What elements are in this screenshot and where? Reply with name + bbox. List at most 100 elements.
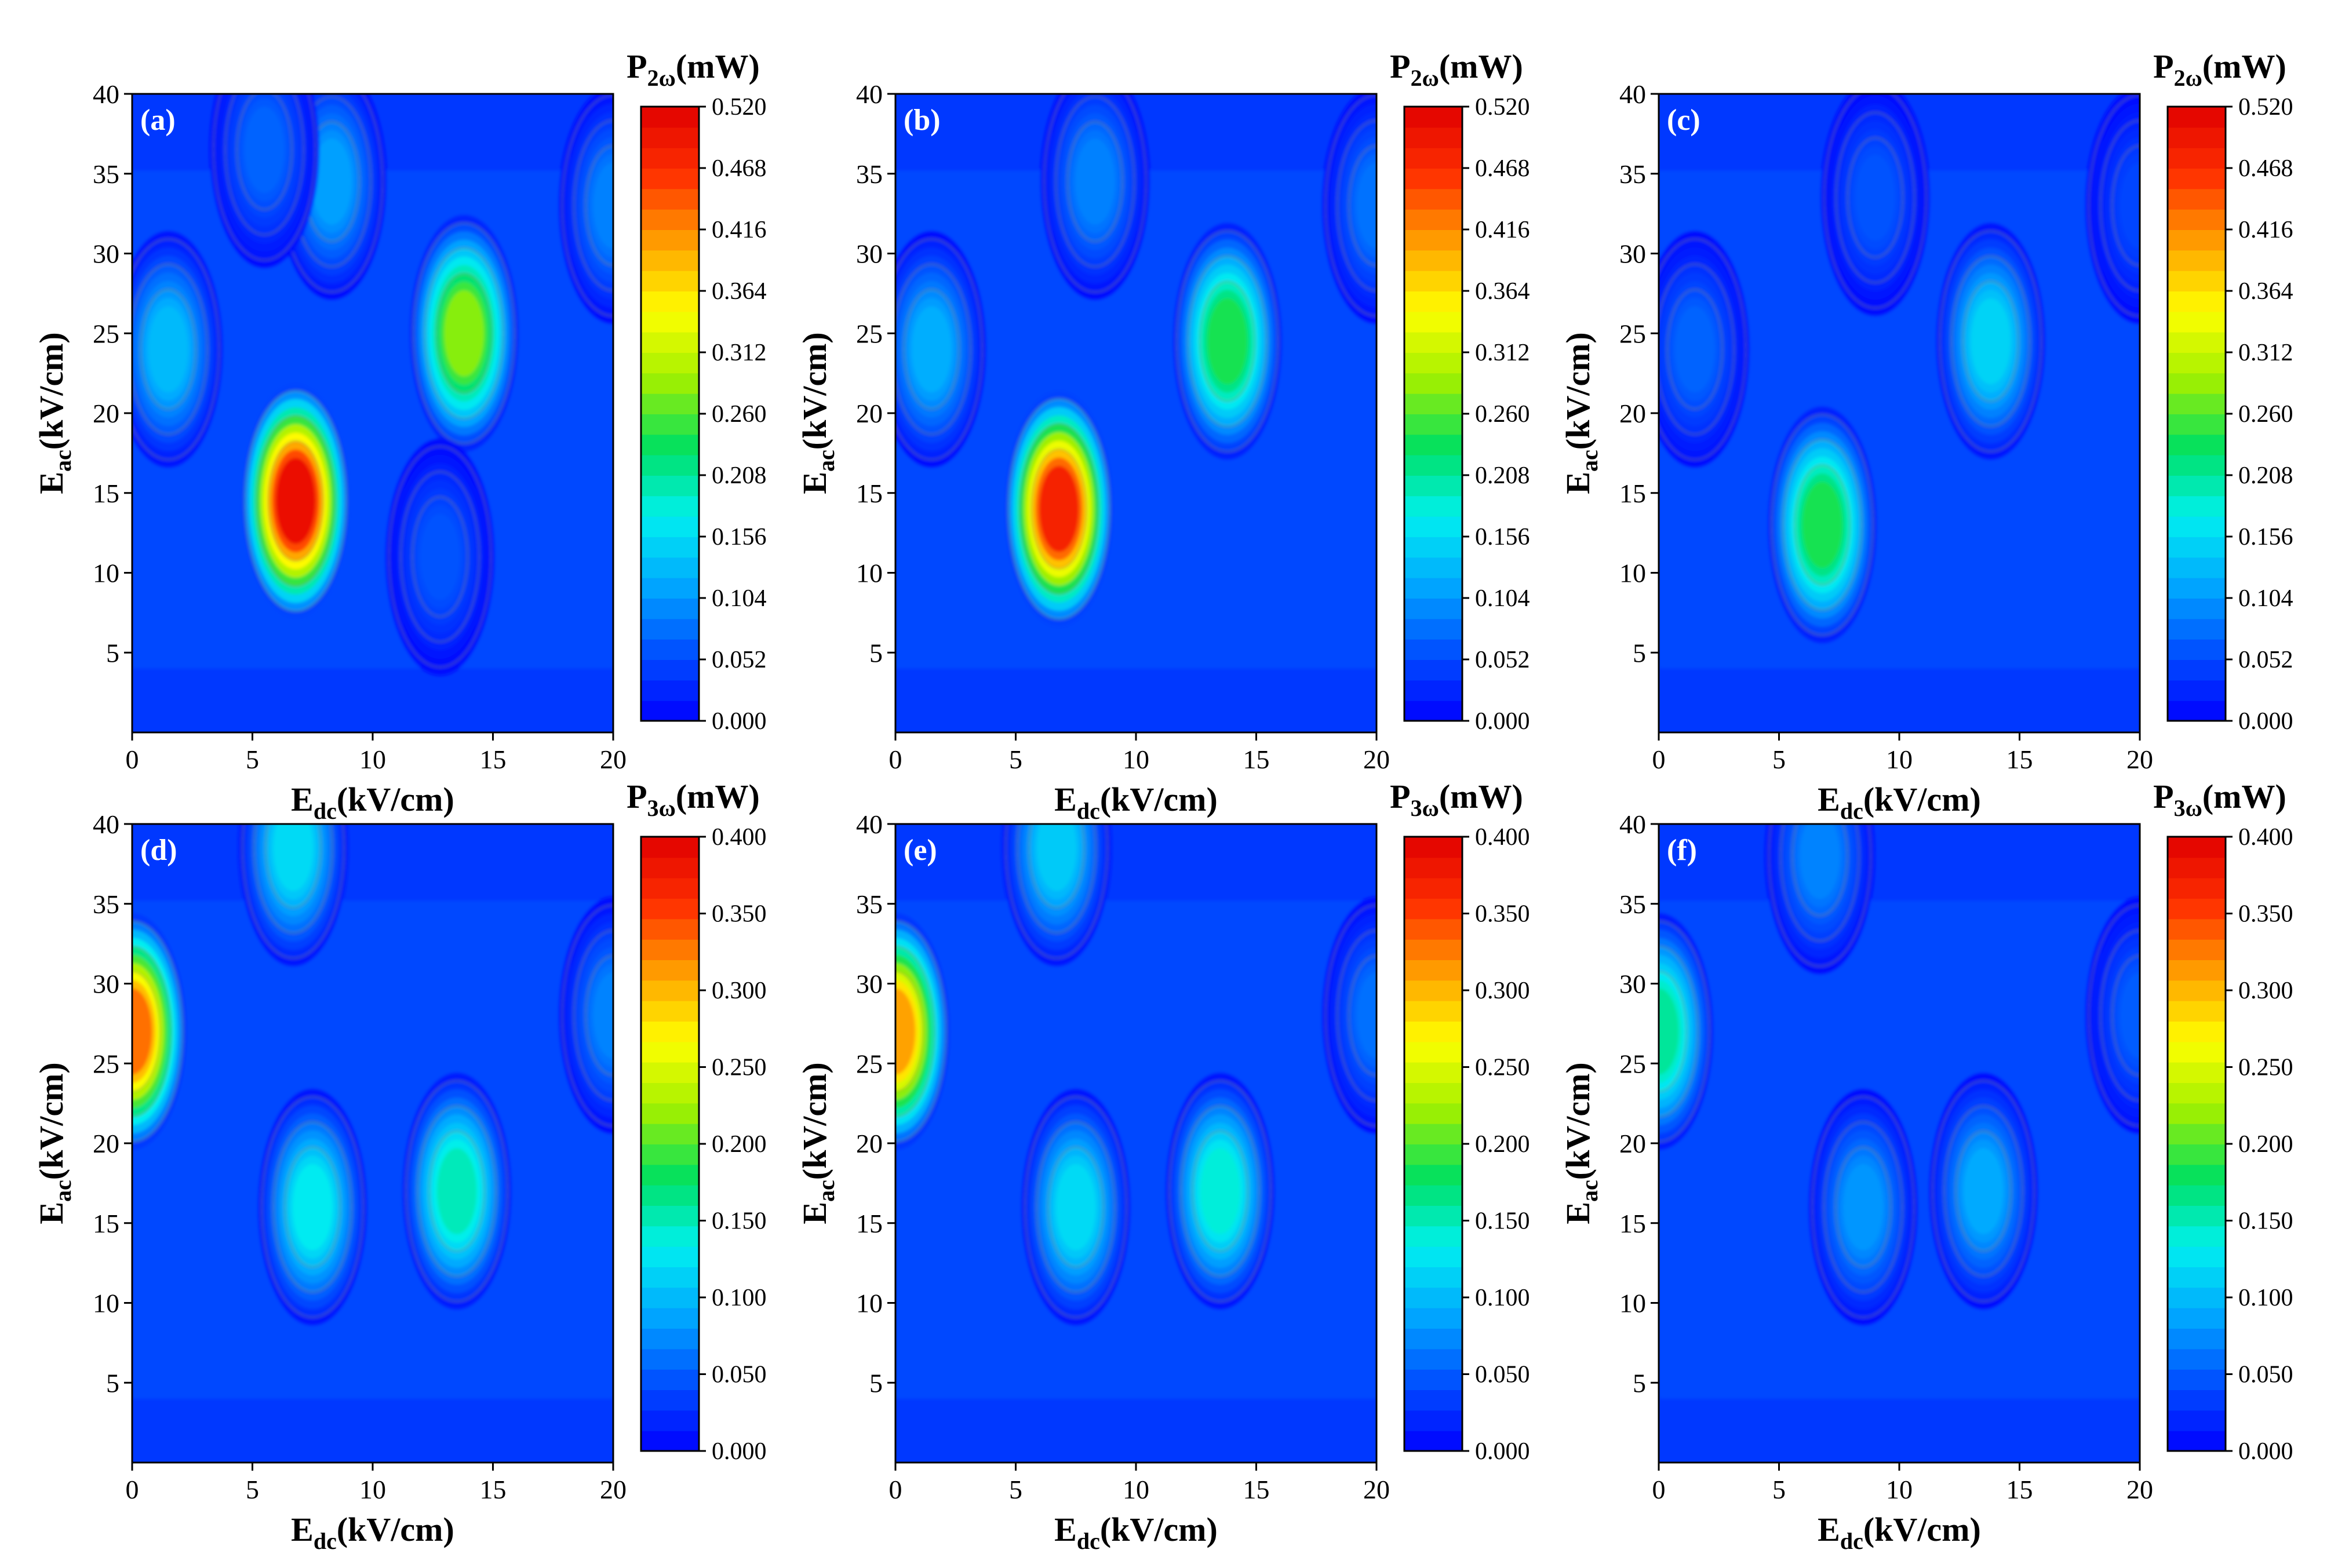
colorbar-tick-label: 0.416 bbox=[712, 217, 767, 243]
x-tick-label: 0 bbox=[126, 745, 139, 774]
colorbar-band bbox=[2168, 331, 2226, 353]
contour-field bbox=[1659, 94, 2140, 669]
colorbar-band bbox=[641, 700, 699, 721]
colorbar-band bbox=[641, 107, 699, 128]
colorbar-tick-label: 0.364 bbox=[712, 278, 767, 305]
colorbar: 0.000 0.050 0.100 0.150 0.200 0.250 0.300 0.350… bbox=[2153, 778, 2293, 1465]
y-axis-label: Eac(kV/cm) bbox=[32, 332, 76, 494]
colorbar-tick-label: 0.300 bbox=[2238, 978, 2293, 1004]
y-tick-label: 30 bbox=[856, 239, 883, 269]
y-tick-label: 40 bbox=[856, 809, 883, 839]
colorbar-band bbox=[2168, 1390, 2226, 1411]
y-tick-label: 10 bbox=[856, 1289, 883, 1318]
colorbar-tick-label: 0.520 bbox=[1475, 94, 1530, 121]
peak-4 bbox=[2085, 94, 2140, 324]
colorbar-tick-label: 0.104 bbox=[712, 585, 767, 612]
x-tick-label: 20 bbox=[2126, 745, 2153, 774]
colorbar-band bbox=[1404, 1430, 1462, 1452]
colorbar-tick-label: 0.250 bbox=[2238, 1055, 2293, 1081]
y-tick-label: 15 bbox=[856, 479, 883, 508]
colorbar-title: P2ω(mW) bbox=[2153, 48, 2286, 91]
colorbar-tick-label: 0.156 bbox=[712, 524, 767, 550]
colorbar-tick-label: 0.100 bbox=[712, 1285, 767, 1311]
colorbar-band bbox=[1404, 700, 1462, 721]
peak-3 bbox=[1002, 824, 1112, 967]
colorbar-band bbox=[641, 147, 699, 169]
colorbar-band bbox=[641, 188, 699, 210]
colorbar-band bbox=[1404, 1144, 1462, 1165]
x-tick-label: 0 bbox=[126, 1475, 139, 1504]
y-tick-label: 20 bbox=[1619, 1129, 1646, 1158]
colorbar-title: P2ω(mW) bbox=[627, 48, 760, 91]
colorbar-band bbox=[1404, 1184, 1462, 1206]
colorbar-band bbox=[1404, 434, 1462, 455]
colorbar-band bbox=[1404, 516, 1462, 537]
peak-1 bbox=[1021, 1088, 1131, 1326]
x-tick-label: 0 bbox=[1652, 745, 1666, 774]
colorbar-band bbox=[641, 1123, 699, 1144]
colorbar-band bbox=[641, 537, 699, 558]
x-tick-label: 0 bbox=[1652, 1475, 1666, 1504]
peak-3 bbox=[238, 824, 348, 967]
y-tick-label: 10 bbox=[1619, 1289, 1646, 1318]
peak-0 bbox=[132, 913, 187, 1151]
colorbar-band bbox=[1404, 352, 1462, 374]
colorbar-band bbox=[1404, 537, 1462, 558]
y-tick-label: 5 bbox=[1633, 1368, 1646, 1398]
colorbar-band bbox=[641, 1348, 699, 1370]
colorbar-band bbox=[2168, 188, 2226, 210]
y-ticks: 5 10 15 20 25 30 35 40 bbox=[856, 809, 895, 1398]
x-tick-label: 20 bbox=[1363, 1475, 1390, 1504]
colorbar-band bbox=[641, 1164, 699, 1186]
colorbar-title: P2ω(mW) bbox=[1390, 48, 1523, 91]
colorbar-band bbox=[641, 639, 699, 660]
x-axis-label: Edc(kV/cm) bbox=[291, 1511, 454, 1554]
colorbar-tick-label: 0.150 bbox=[712, 1208, 767, 1235]
colorbar-band bbox=[1404, 1021, 1462, 1042]
peak-0 bbox=[1004, 390, 1114, 628]
y-tick-label: 15 bbox=[1619, 479, 1646, 508]
y-tick-label: 40 bbox=[93, 79, 119, 109]
colorbar-band bbox=[1404, 414, 1462, 435]
contour-field bbox=[895, 94, 1376, 669]
y-ticks: 5 10 15 20 25 30 35 40 bbox=[1619, 809, 1659, 1398]
panel-f: (f) 0 5 10 15 20 5 10 15 20 25 30 35 40 Edc(kV/cm) Eac(… bbox=[1559, 778, 2293, 1554]
colorbar-band bbox=[1404, 475, 1462, 497]
colorbar-band bbox=[641, 1430, 699, 1452]
colorbar-band bbox=[641, 1103, 699, 1124]
colorbar-band bbox=[2168, 577, 2226, 599]
y-tick-label: 15 bbox=[1619, 1209, 1646, 1238]
x-tick-label: 15 bbox=[480, 745, 507, 774]
x-tick-label: 10 bbox=[1886, 1475, 1913, 1504]
y-axis-label: Eac(kV/cm) bbox=[796, 1062, 839, 1224]
peak-2 bbox=[1928, 1072, 2038, 1310]
colorbar-tick-label: 0.000 bbox=[1475, 1438, 1530, 1465]
colorbar-tick-label: 0.050 bbox=[1475, 1362, 1530, 1388]
panel-b: (b) 0 5 10 15 20 5 10 15 20 25 30 35 40 Edc(kV/cm) Eac(… bbox=[796, 48, 1530, 824]
colorbar-band bbox=[641, 1287, 699, 1308]
colorbar-band bbox=[1404, 1164, 1462, 1186]
y-tick-label: 10 bbox=[93, 1289, 119, 1318]
colorbar-tick-label: 0.400 bbox=[2238, 824, 2293, 851]
colorbar-band bbox=[1404, 680, 1462, 701]
peak-4 bbox=[2085, 896, 2140, 1135]
colorbar: 0.000 0.050 0.100 0.150 0.200 0.250 0.300 0.350… bbox=[1390, 778, 1530, 1465]
colorbar-band bbox=[641, 1390, 699, 1411]
peak-2 bbox=[402, 1072, 512, 1310]
colorbar-band bbox=[2168, 127, 2226, 148]
colorbar-band bbox=[2168, 250, 2226, 271]
y-ticks: 5 10 15 20 25 30 35 40 bbox=[1619, 79, 1659, 668]
colorbar-band bbox=[641, 291, 699, 312]
colorbar-tick-label: 0.300 bbox=[1475, 978, 1530, 1004]
peak-3 bbox=[1765, 824, 1875, 975]
y-tick-label: 20 bbox=[1619, 399, 1646, 428]
y-ticks: 5 10 15 20 25 30 35 40 bbox=[856, 79, 895, 668]
colorbar-band bbox=[641, 1062, 699, 1083]
colorbar-band bbox=[2168, 918, 2226, 940]
colorbar-band bbox=[2168, 352, 2226, 374]
colorbar-band bbox=[641, 414, 699, 435]
colorbar-band bbox=[2168, 557, 2226, 578]
colorbar-band bbox=[641, 1410, 699, 1431]
colorbar-band bbox=[641, 373, 699, 394]
colorbar-tick-label: 0.312 bbox=[1475, 340, 1530, 366]
